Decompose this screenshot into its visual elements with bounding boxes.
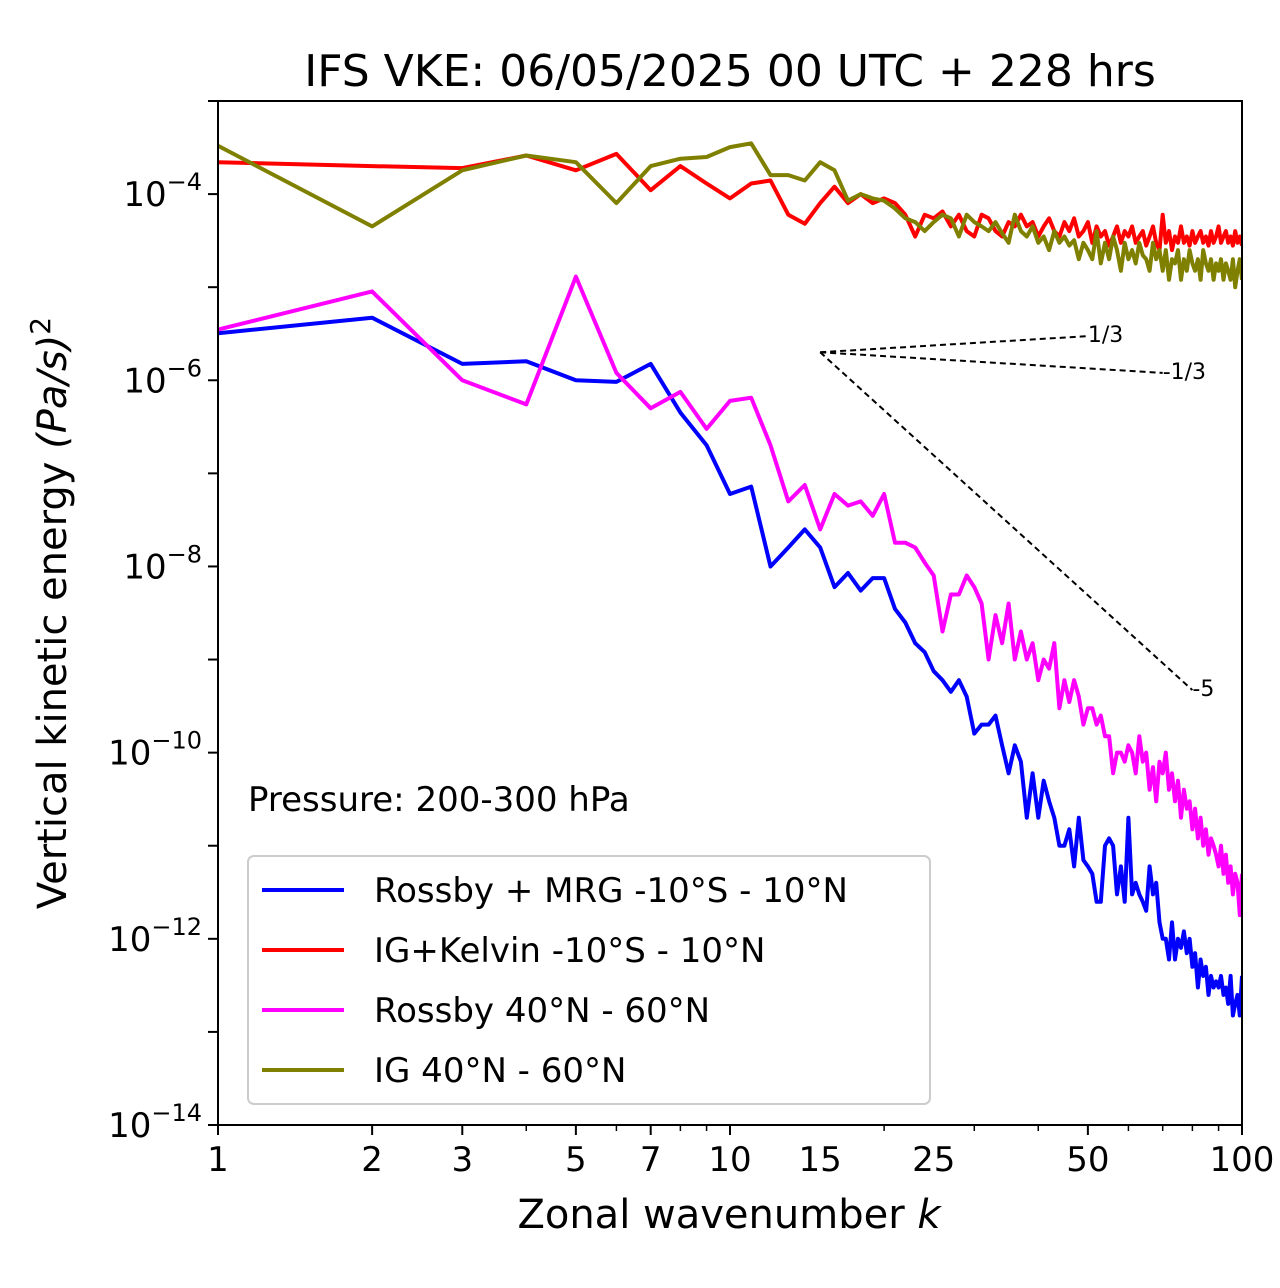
y-axis-label: Vertical kinetic energy (Pa/s)2	[24, 317, 76, 909]
x-axis-label-variable: k	[917, 1192, 942, 1238]
y-tick-label: 10−14	[108, 1099, 202, 1146]
x-tick-label: 1	[207, 1140, 229, 1180]
reference-lines: 1/3 -1/3 -5	[819, 323, 1214, 702]
y-tick-label: 10−8	[123, 540, 202, 587]
y-axis: 10−4 10−6 10−8 10−10 10−12 10−14	[108, 100, 218, 1146]
legend-box	[247, 855, 931, 1105]
legend-label-4: IG 40°N - 60°N	[374, 1051, 626, 1091]
reference-line-1	[820, 335, 1088, 354]
x-axis: 1 2 3 5 7 10 15 25 50 100	[207, 1125, 1274, 1180]
y-axis-label-exponent: 2	[24, 317, 57, 335]
reference-line-2	[820, 351, 1163, 374]
chart-title: IFS VKE: 06/05/2025 00 UTC + 228 hrs	[304, 46, 1156, 97]
y-tick-label: 10−12	[108, 913, 202, 960]
x-tick-label: 100	[1210, 1140, 1275, 1180]
series-line-3	[218, 274, 1242, 918]
legend-label-2: IG+Kelvin -10°S - 10°N	[374, 931, 765, 971]
legend: Rossby + MRG -10°S - 10°N IG+Kelvin -10°S…	[247, 855, 931, 1105]
x-tick-label: 7	[640, 1140, 662, 1180]
y-axis-label-units: (Pa/s)	[30, 335, 76, 449]
y-tick-label: 10−6	[123, 354, 202, 401]
y-axis-label-text: Vertical kinetic energy	[30, 462, 76, 910]
x-tick-label: 25	[912, 1140, 955, 1180]
reference-line-label-1: 1/3	[1088, 323, 1123, 348]
reference-line-label-3: -5	[1192, 677, 1214, 702]
pressure-annotation: Pressure: 200-300 hPa	[248, 780, 630, 820]
reference-line-label-2: -1/3	[1163, 360, 1206, 385]
series-line-2	[218, 151, 1242, 253]
x-axis-label: Zonal wavenumber k	[517, 1192, 942, 1238]
y-tick-label: 10−4	[123, 168, 202, 215]
x-axis-label-text: Zonal wavenumber	[517, 1192, 905, 1238]
legend-label-1: Rossby + MRG -10°S - 10°N	[374, 871, 848, 911]
series-lines	[218, 141, 1242, 1018]
x-tick-label: 10	[708, 1140, 751, 1180]
x-tick-label: 50	[1066, 1140, 1109, 1180]
series-line-1	[218, 315, 1242, 1018]
x-tick-label: 5	[565, 1140, 587, 1180]
x-tick-label: 15	[799, 1140, 842, 1180]
series-line-4	[218, 141, 1242, 290]
y-tick-label: 10−10	[108, 727, 202, 774]
plot-area: 1/3 -1/3 -5	[217, 100, 1243, 1126]
x-tick-label: 2	[361, 1140, 383, 1180]
x-tick-label: 3	[451, 1140, 473, 1180]
legend-label-3: Rossby 40°N - 60°N	[374, 991, 710, 1031]
reference-line-3	[819, 351, 1194, 691]
